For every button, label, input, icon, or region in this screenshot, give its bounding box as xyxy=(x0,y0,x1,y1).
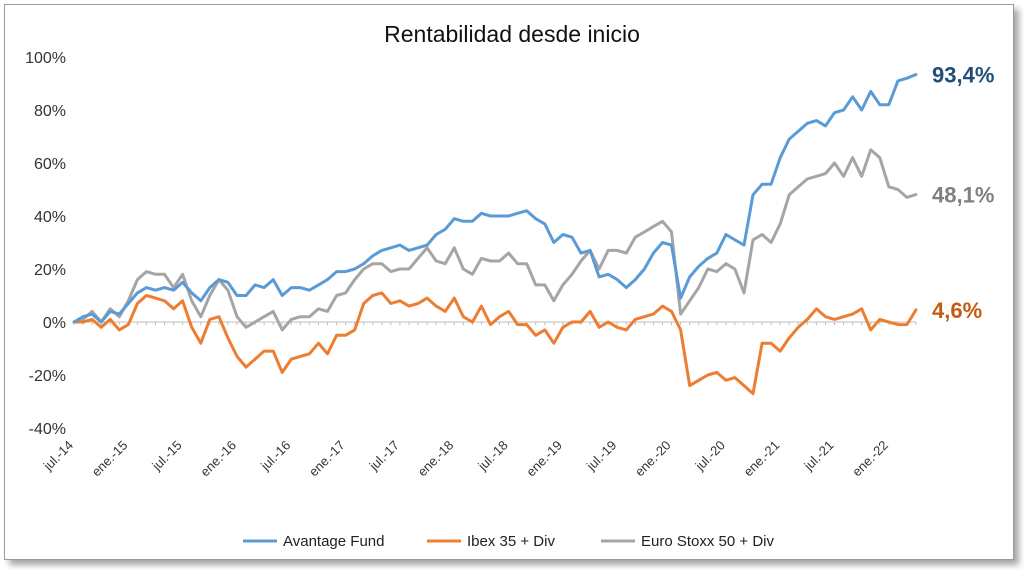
x-tick-label: jul.-18 xyxy=(474,438,510,474)
x-tick-label: jul.-21 xyxy=(800,438,836,474)
series-group xyxy=(72,73,918,396)
series-line-ibex-35-div xyxy=(72,291,918,396)
y-tick-label: 20% xyxy=(34,262,66,279)
end-labels: 93,4% 4,6% 48,1% xyxy=(932,62,994,322)
x-tick-label: jul.-20 xyxy=(692,438,728,474)
x-tick-label: jul.-19 xyxy=(583,438,619,474)
x-tick-label: jul.-17 xyxy=(366,438,402,474)
end-value-label: 93,4% xyxy=(932,62,994,87)
x-tick-label: jul.-14 xyxy=(40,438,76,474)
x-tick-label: ene.-15 xyxy=(89,438,131,480)
y-tick-label: -40% xyxy=(29,421,66,438)
x-tick-label: ene.-20 xyxy=(632,438,674,480)
legend: Avantage Fund Ibex 35 + Div Euro Stoxx 50 … xyxy=(243,533,774,550)
legend-label: Avantage Fund xyxy=(283,533,384,550)
series-line-euro-stoxx-50-div xyxy=(72,148,918,332)
y-tick-label: 60% xyxy=(34,156,66,173)
legend-label: Euro Stoxx 50 + Div xyxy=(641,533,774,550)
x-tick-label: ene.-19 xyxy=(523,438,565,480)
y-tick-label: 0% xyxy=(43,315,66,332)
x-tick-label: ene.-22 xyxy=(849,438,891,480)
end-value-label: 48,1% xyxy=(932,183,994,208)
x-tick-label: jul.-16 xyxy=(257,438,293,474)
x-tick-label: ene.-21 xyxy=(741,438,783,480)
y-tick-label: 100% xyxy=(25,50,66,67)
end-value-label: 4,6% xyxy=(932,298,982,323)
x-tick-label: ene.-17 xyxy=(306,438,348,480)
x-tick-label: jul.-15 xyxy=(148,438,184,474)
y-axis: -40% -20% 0% 20% 40% 60% 80% 100% xyxy=(25,50,66,438)
x-tick-label: ene.-16 xyxy=(197,438,239,480)
y-tick-label: 80% xyxy=(34,103,66,120)
legend-label: Ibex 35 + Div xyxy=(467,533,555,550)
chart-title: Rentabilidad desde inicio xyxy=(384,21,640,47)
x-tick-label: ene.-18 xyxy=(415,438,457,480)
y-tick-label: -20% xyxy=(29,368,66,385)
series-line-avantage-fund xyxy=(72,73,918,324)
chart-frame xyxy=(4,4,1014,560)
y-tick-label: 40% xyxy=(34,209,66,226)
